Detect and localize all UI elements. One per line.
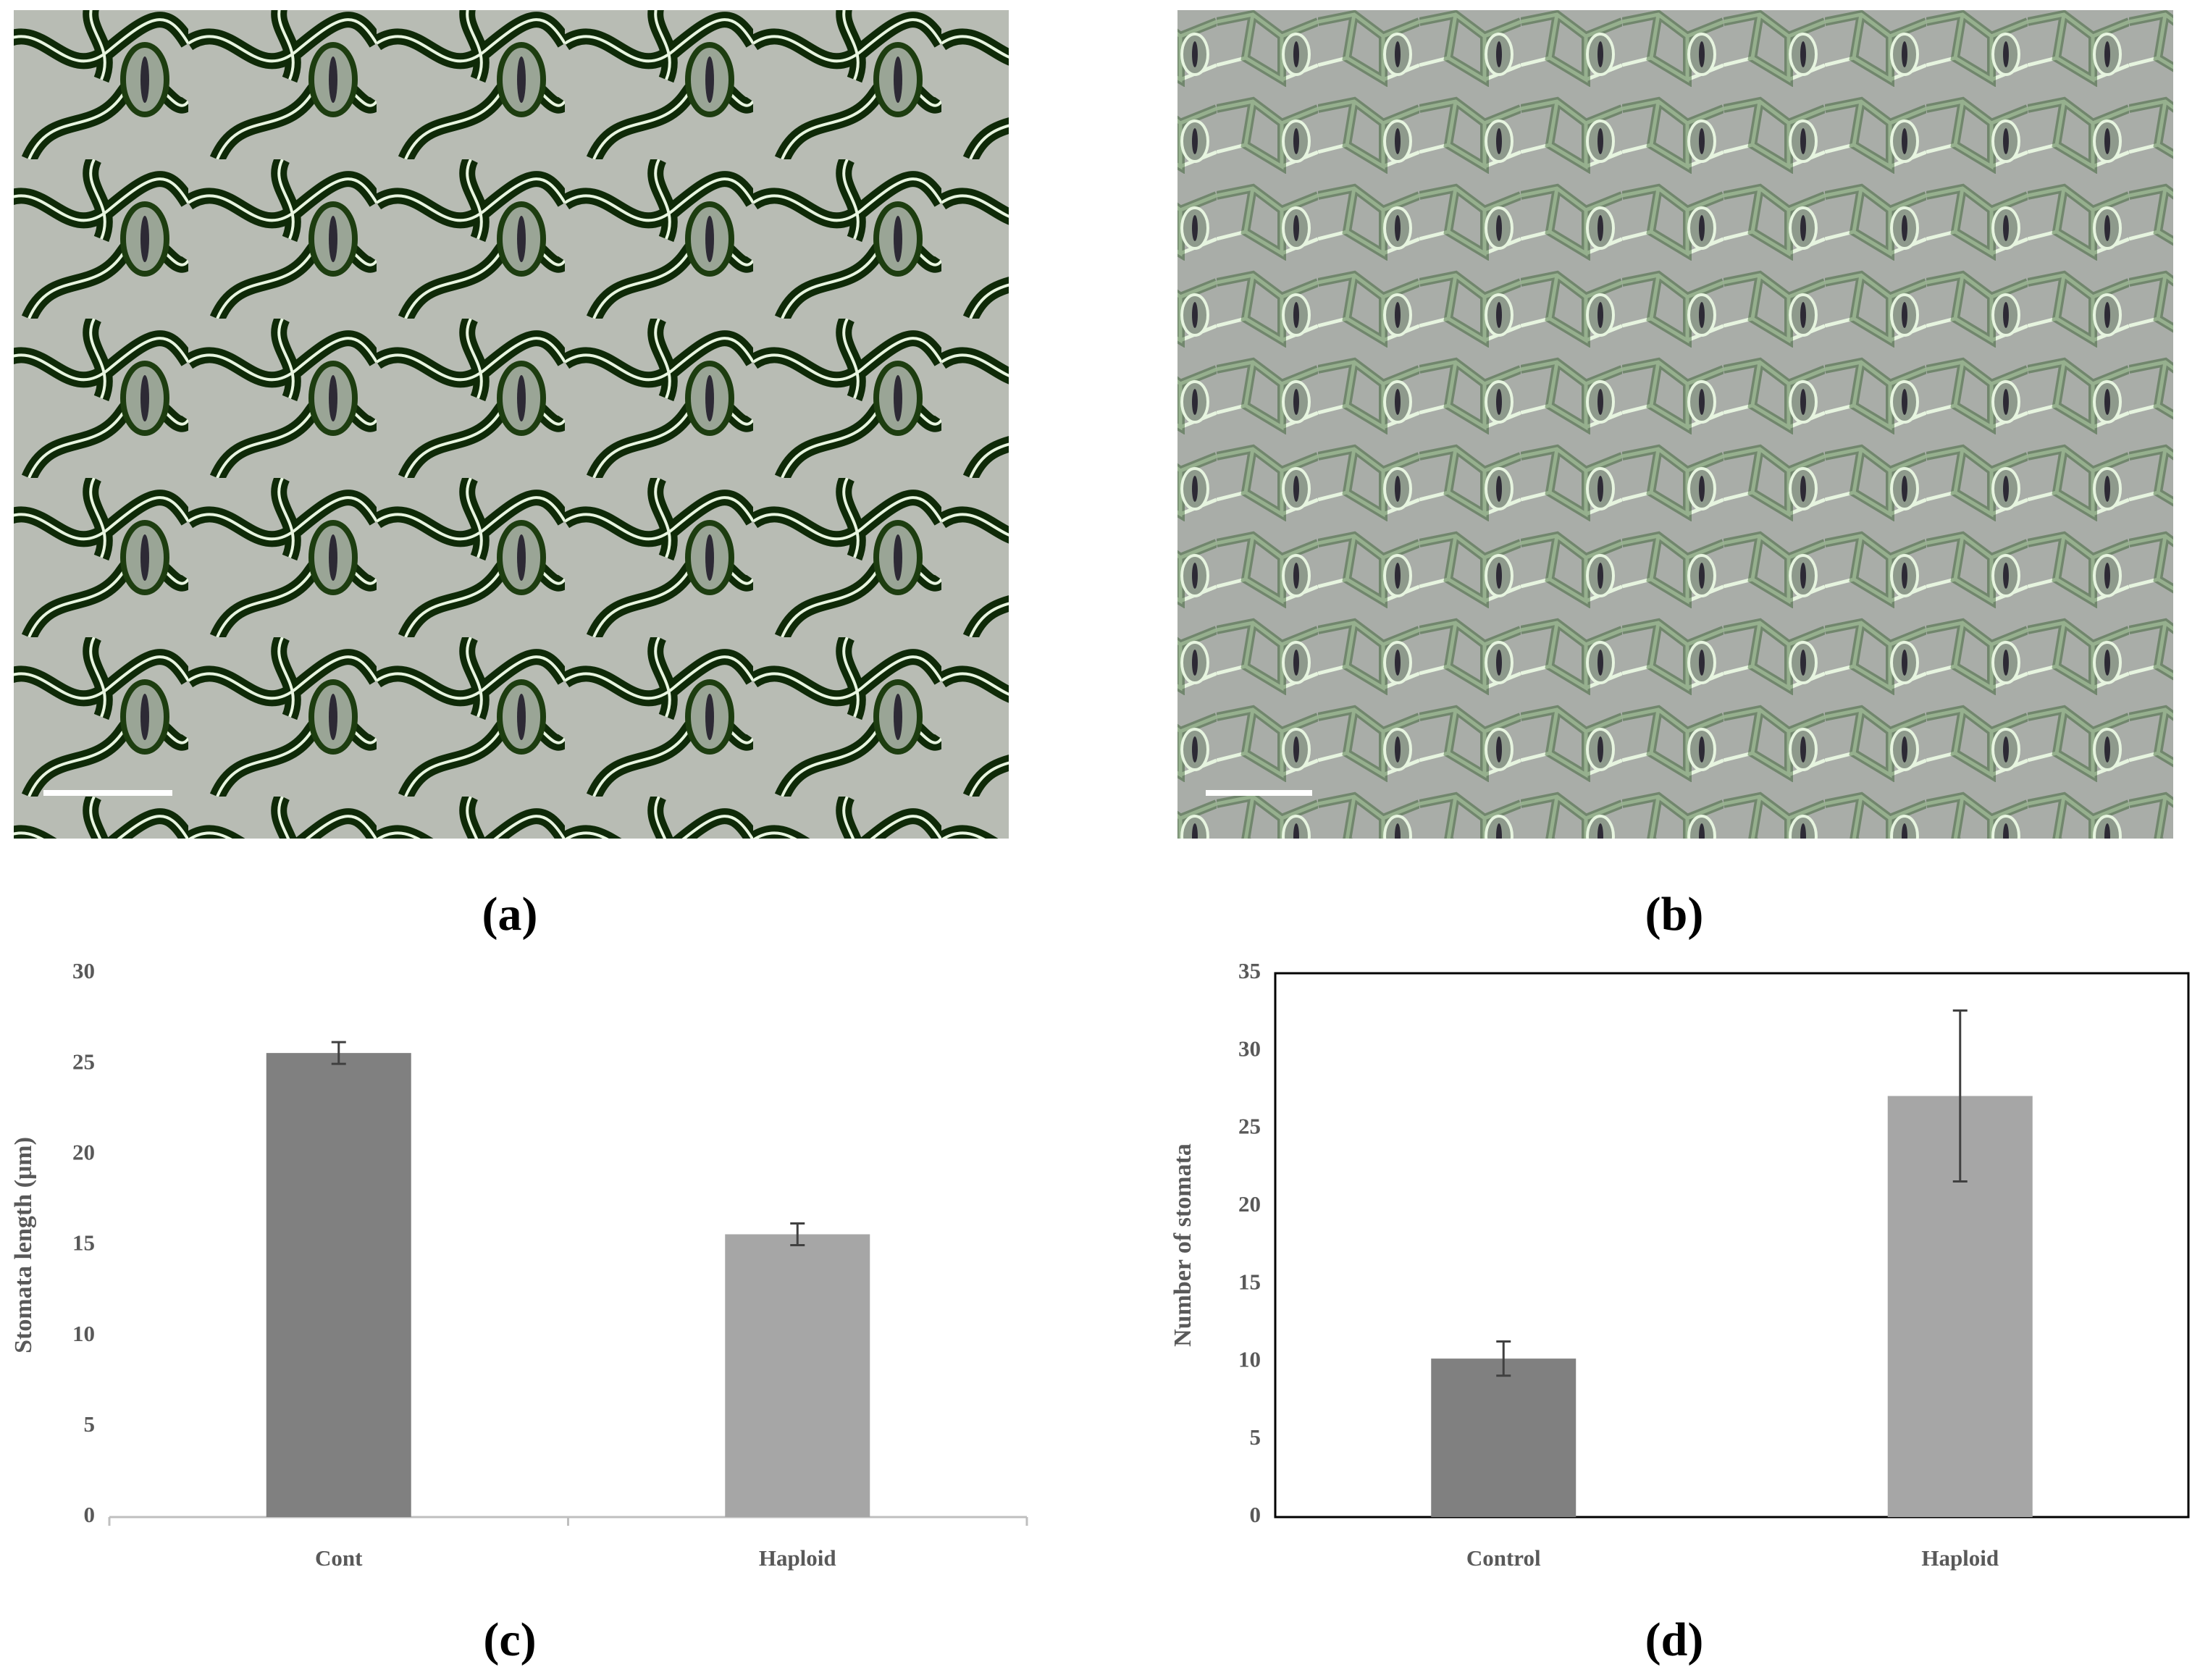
- bar: [266, 1053, 411, 1517]
- panel-label: (d): [1645, 1613, 1704, 1666]
- y-tick-label: 25: [1238, 1114, 1261, 1139]
- micrograph: [14, 10, 1009, 839]
- y-tick-label: 15: [1238, 1269, 1261, 1294]
- x-tick-label: Haploid: [1921, 1545, 1999, 1571]
- error-bar: [790, 1222, 805, 1246]
- y-tick-label: 20: [72, 1139, 95, 1164]
- y-tick-label: 35: [1238, 958, 1261, 983]
- y-tick-label: 10: [1238, 1347, 1261, 1372]
- y-tick-label: 20: [1238, 1191, 1261, 1217]
- plot-frame: [1274, 972, 2190, 1519]
- y-axis-label: Stomata length (μm): [10, 1137, 37, 1353]
- micrograph: [1177, 10, 2173, 839]
- y-tick-label: 10: [72, 1321, 95, 1346]
- error-bar: [1496, 1340, 1511, 1377]
- y-tick-label: 5: [1250, 1424, 1261, 1450]
- error-bar: [331, 1041, 346, 1065]
- y-tick-label: 0: [1250, 1502, 1261, 1527]
- y-tick-label: 25: [72, 1049, 95, 1074]
- panel-label: (b): [1645, 888, 1704, 941]
- y-tick-label: 0: [84, 1502, 96, 1527]
- y-axis-label: Number of stomata: [1170, 1143, 1196, 1347]
- x-tick-label: Haploid: [759, 1545, 836, 1571]
- x-tick-label: Cont: [315, 1545, 363, 1571]
- y-tick-label: 15: [72, 1230, 95, 1256]
- bar: [725, 1234, 870, 1517]
- bar: [1431, 1358, 1576, 1517]
- panel-label: (a): [482, 888, 538, 941]
- error-bar: [1952, 1009, 1968, 1183]
- y-tick-label: 30: [1238, 1036, 1261, 1061]
- x-tick-label: Control: [1466, 1545, 1541, 1571]
- y-tick-label: 5: [84, 1411, 96, 1437]
- panel-label: (c): [483, 1613, 536, 1666]
- y-tick-label: 30: [72, 958, 95, 983]
